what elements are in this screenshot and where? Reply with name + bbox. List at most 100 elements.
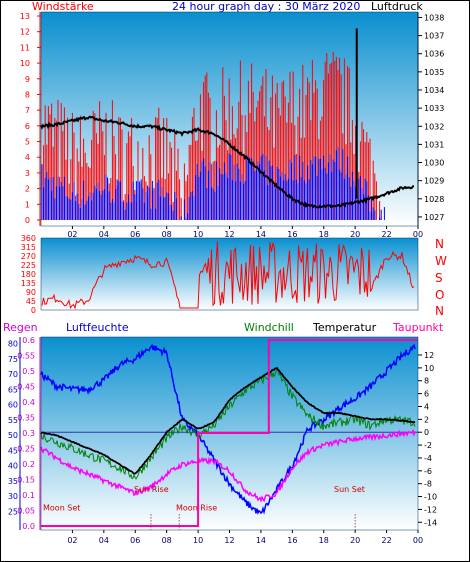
rain-line bbox=[41, 339, 418, 527]
temperature-axis-tick: -4 bbox=[424, 454, 432, 463]
direction-axis-tick: 135 bbox=[21, 279, 36, 288]
pressure-axis-tick: 1028 bbox=[424, 195, 444, 204]
wind-dir-label-o: O bbox=[435, 288, 445, 302]
temperature-axis-tick: 0 bbox=[424, 428, 429, 437]
rain-axis-tick: 0.05 bbox=[17, 507, 35, 516]
rain-axis-tick: 0.2 bbox=[22, 460, 35, 469]
windchill-label: Windchill bbox=[244, 321, 294, 334]
pressure-axis-tick: 1027 bbox=[424, 213, 444, 222]
bottom-x-tick-label: 20 bbox=[350, 536, 360, 545]
moon-set-annotation: Moon Set bbox=[43, 503, 80, 512]
wind-dir-label-s: S bbox=[435, 271, 443, 285]
wind-axis-tick: 7 bbox=[25, 106, 30, 115]
top-x-tick-label: 22 bbox=[381, 230, 391, 239]
bottom-x-tick-label: 04 bbox=[99, 536, 109, 545]
wind-axis-tick: 9 bbox=[25, 75, 30, 84]
top-x-tick-label: 02 bbox=[67, 230, 77, 239]
temperature-axis-tick: -6 bbox=[424, 467, 432, 476]
bottom-x-tick-label: 00 bbox=[413, 536, 423, 545]
wind-axis-tick: 4 bbox=[25, 153, 30, 162]
humidity-axis-tick: 35 bbox=[8, 477, 18, 486]
pressure-axis-tick: 1035 bbox=[424, 68, 444, 77]
wind-axis-tick: 12 bbox=[20, 28, 30, 37]
rain-axis-tick: 0.35 bbox=[17, 414, 35, 423]
pressure-axis-tick: 1038 bbox=[424, 13, 444, 22]
rain-axis-tick: 0.0 bbox=[22, 522, 35, 531]
top-x-tick-label: 10 bbox=[193, 230, 203, 239]
top-x-tick-label: 16 bbox=[287, 230, 297, 239]
rain-axis-tick: 0.3 bbox=[22, 429, 35, 438]
wind-axis-tick: 2 bbox=[25, 185, 30, 194]
humidity-axis-tick: 40 bbox=[8, 462, 18, 471]
rain-axis-tick: 0.15 bbox=[17, 476, 35, 485]
pressure-axis-tick: 1030 bbox=[424, 159, 444, 168]
humidity-axis-tick: 80 bbox=[8, 340, 18, 349]
wind-axis-tick: 3 bbox=[25, 169, 30, 178]
top-x-tick-label: 20 bbox=[350, 230, 360, 239]
temperature-axis-tick: -8 bbox=[424, 480, 432, 489]
rain-axis-tick: 0.1 bbox=[22, 491, 35, 500]
humidity-axis-tick: 60 bbox=[8, 401, 18, 410]
pressure-axis-tick: 1033 bbox=[424, 104, 444, 113]
rain-axis-tick: 0.5 bbox=[22, 367, 35, 376]
bottom-x-tick-label: 12 bbox=[224, 536, 234, 545]
temperatur-label: Temperatur bbox=[313, 321, 377, 334]
direction-axis-tick: 90 bbox=[26, 288, 36, 297]
direction-axis-tick: 180 bbox=[21, 270, 36, 279]
pressure-axis-tick: 1031 bbox=[424, 140, 444, 149]
pressure-axis-tick: 1036 bbox=[424, 50, 444, 59]
rain-axis-tick: 0.55 bbox=[17, 352, 35, 361]
humidity-axis-tick: 45 bbox=[8, 446, 18, 455]
wind-axis-tick: 8 bbox=[25, 90, 30, 99]
top-x-tick-label: 06 bbox=[130, 230, 140, 239]
direction-axis-tick: 315 bbox=[21, 243, 36, 252]
direction-axis-tick: 360 bbox=[21, 234, 36, 243]
rain-axis-tick: 0.45 bbox=[17, 383, 35, 392]
sun-rise-annotation: Sun Rise bbox=[134, 485, 169, 494]
wind-direction-line bbox=[41, 241, 415, 310]
wind-dir-label-n: N bbox=[435, 237, 444, 251]
plot-border-1 bbox=[40, 237, 419, 311]
top-x-tick-label: 14 bbox=[256, 230, 266, 239]
sun-set-annotation: Sun Set bbox=[334, 485, 365, 494]
humidity-axis-tick: 55 bbox=[8, 416, 18, 425]
chart-title: 24 hour graph day : 30 März 2020 bbox=[172, 0, 361, 13]
top-x-tick-label: 12 bbox=[224, 230, 234, 239]
humidity-axis-tick: 70 bbox=[8, 370, 18, 379]
pressure-axis-tick: 1032 bbox=[424, 122, 444, 131]
top-x-tick-label: 04 bbox=[99, 230, 109, 239]
bottom-x-tick-label: 22 bbox=[381, 536, 391, 545]
temperature-axis-tick: 8 bbox=[424, 377, 429, 386]
humidity-axis-tick: 25 bbox=[8, 507, 18, 516]
top-x-tick-label: 18 bbox=[319, 230, 329, 239]
bottom-x-tick-label: 16 bbox=[287, 536, 297, 545]
temperature-axis-tick: -12 bbox=[424, 505, 437, 514]
windstaerke-label: Windstärke bbox=[32, 0, 94, 13]
direction-axis-tick: 45 bbox=[26, 297, 36, 306]
wind-axis-tick: 5 bbox=[25, 138, 30, 147]
temperature-axis-tick: 10 bbox=[424, 364, 434, 373]
pressure-axis-tick: 1029 bbox=[424, 177, 444, 186]
moon-rise-annotation: Moon Rise bbox=[176, 503, 217, 512]
humidity-axis-tick: 50 bbox=[8, 431, 18, 440]
pressure-axis-tick: 1034 bbox=[424, 86, 444, 95]
wind-dir-label-w: W bbox=[435, 254, 447, 268]
bottom-x-tick-label: 06 bbox=[130, 536, 140, 545]
direction-axis-tick: 225 bbox=[21, 261, 36, 270]
bottom-x-tick-label: 02 bbox=[67, 536, 77, 545]
wind-axis-tick: 13 bbox=[20, 12, 30, 21]
bottom-x-tick-label: 14 bbox=[256, 536, 266, 545]
rain-axis-tick: 0.6 bbox=[22, 336, 35, 345]
luftfeuchte-label: Luftfeuchte bbox=[66, 321, 129, 334]
direction-axis-tick: 270 bbox=[21, 252, 36, 261]
regen-label: Regen bbox=[3, 321, 38, 334]
wind-axis-tick: 1 bbox=[25, 200, 30, 209]
bottom-x-tick-label: 08 bbox=[162, 536, 172, 545]
dewpoint-line bbox=[40, 428, 416, 503]
temperature-line bbox=[40, 366, 416, 475]
wind-axis-tick: 0 bbox=[25, 216, 30, 225]
humidity-line bbox=[40, 343, 416, 515]
temperature-axis-tick: -2 bbox=[424, 441, 432, 450]
humidity-axis-tick: 30 bbox=[8, 492, 18, 501]
